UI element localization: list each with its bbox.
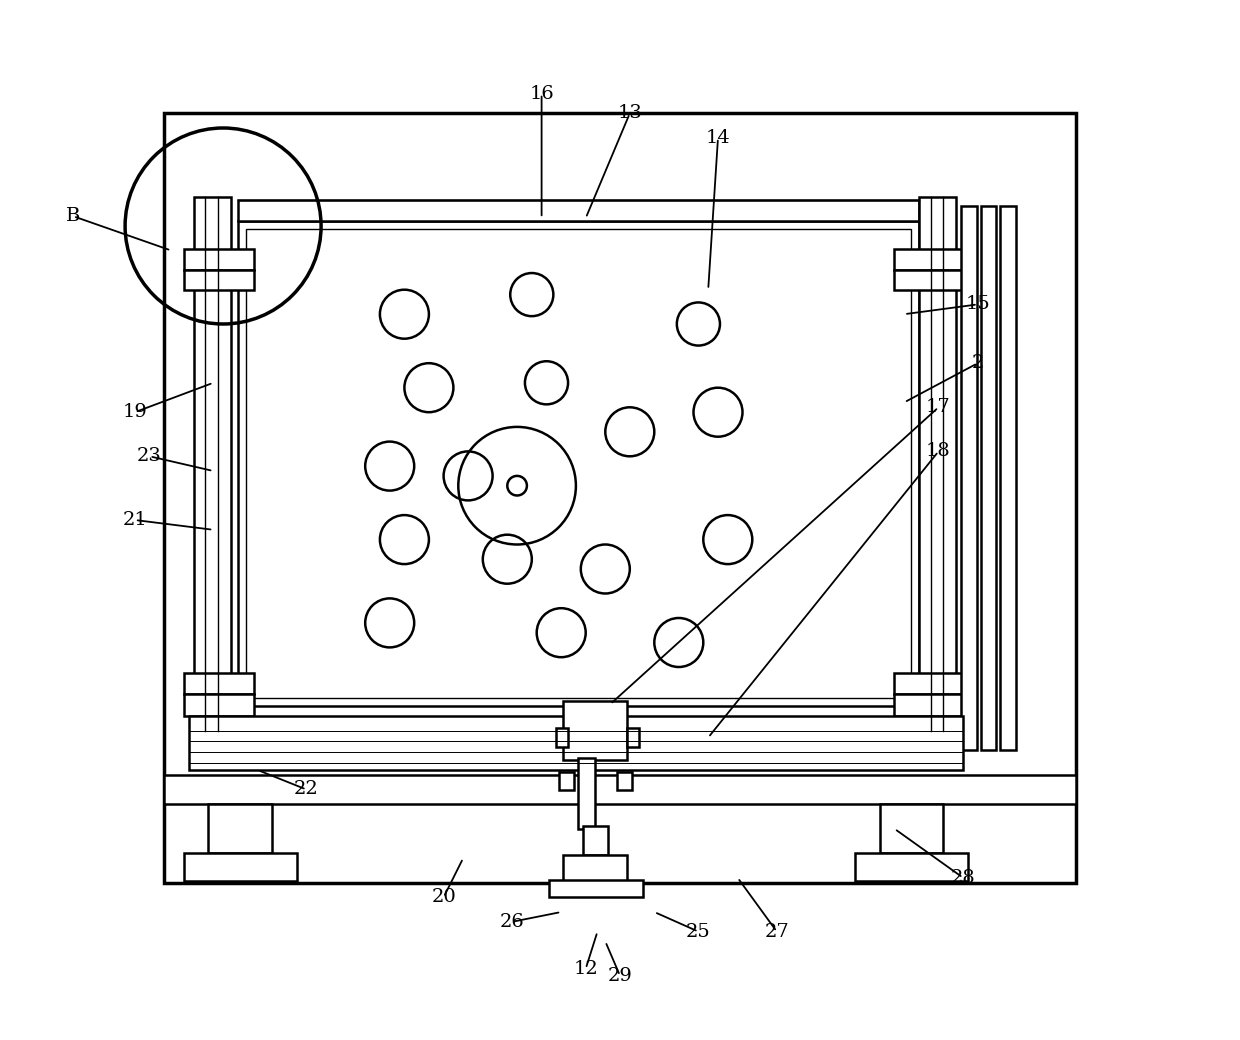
Bar — [856, 853, 968, 881]
Bar — [879, 804, 944, 853]
Text: 12: 12 — [573, 960, 598, 978]
Bar — [184, 853, 296, 881]
Bar — [894, 695, 965, 716]
Bar — [184, 695, 254, 716]
Bar — [583, 826, 609, 855]
Bar — [894, 270, 965, 290]
Bar — [246, 229, 911, 699]
Text: 15: 15 — [965, 295, 990, 313]
Bar — [563, 701, 627, 760]
Text: 17: 17 — [926, 398, 951, 416]
Text: 28: 28 — [951, 868, 976, 887]
Bar — [557, 728, 568, 748]
Text: 18: 18 — [926, 442, 951, 461]
Bar — [184, 673, 254, 695]
Text: 22: 22 — [294, 780, 319, 799]
Bar — [919, 197, 956, 731]
Text: 27: 27 — [764, 922, 789, 940]
Bar — [193, 197, 231, 731]
Text: 29: 29 — [608, 967, 632, 985]
Bar — [238, 222, 919, 706]
Bar — [894, 249, 965, 270]
Text: 13: 13 — [618, 104, 642, 123]
Bar — [208, 804, 272, 853]
Text: 14: 14 — [706, 129, 730, 147]
Bar — [549, 880, 642, 898]
Bar — [627, 728, 639, 748]
Bar — [563, 855, 627, 881]
Bar — [164, 775, 1076, 804]
Text: B: B — [66, 207, 81, 226]
Bar — [559, 772, 574, 789]
Bar — [894, 673, 965, 695]
Text: 20: 20 — [432, 888, 456, 906]
Bar — [188, 716, 963, 770]
Text: 16: 16 — [529, 84, 554, 103]
Text: 2: 2 — [971, 355, 983, 372]
Text: 26: 26 — [500, 913, 525, 931]
Bar — [184, 249, 254, 270]
Text: 21: 21 — [123, 511, 148, 529]
Bar — [164, 113, 1076, 883]
Bar — [1001, 206, 1016, 750]
Bar — [578, 758, 595, 829]
Bar — [981, 206, 996, 750]
Text: 19: 19 — [123, 404, 148, 421]
Bar — [238, 200, 919, 222]
Bar — [961, 206, 977, 750]
Bar — [618, 772, 631, 789]
Text: 23: 23 — [138, 447, 162, 465]
Bar — [184, 270, 254, 290]
Text: 25: 25 — [686, 922, 711, 940]
